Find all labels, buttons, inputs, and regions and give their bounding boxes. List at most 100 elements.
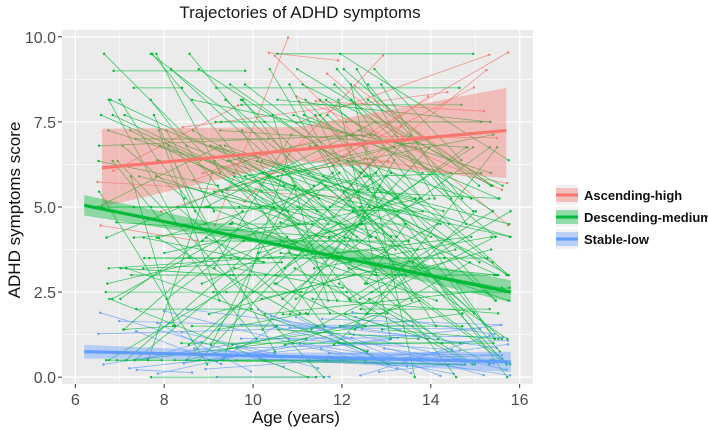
trajectory-point bbox=[506, 337, 509, 341]
trajectory-point bbox=[328, 375, 331, 379]
trajectory-line bbox=[274, 55, 368, 148]
trajectory-point bbox=[129, 129, 132, 132]
trajectory-point bbox=[333, 83, 336, 86]
trajectory-point bbox=[435, 299, 438, 302]
trajectory-point bbox=[447, 363, 450, 366]
legend-label-descending-medium: Descending-medium bbox=[584, 210, 708, 225]
trajectory-line bbox=[284, 300, 420, 346]
trajectory-line bbox=[348, 160, 508, 378]
trajectory-line bbox=[108, 99, 178, 225]
trajectory-point bbox=[107, 358, 111, 362]
x-tick-label: 14 bbox=[422, 392, 440, 409]
trajectory-point bbox=[326, 299, 330, 302]
trajectory-point bbox=[294, 297, 298, 301]
trajectory-point bbox=[500, 286, 504, 290]
trajectory-point bbox=[260, 190, 263, 193]
trajectory-point bbox=[357, 129, 360, 132]
trajectory-point bbox=[314, 375, 318, 379]
trajectory-point bbox=[465, 222, 468, 226]
y-tick-label: 5.0 bbox=[34, 200, 56, 217]
trajectory-line bbox=[229, 340, 508, 349]
trajectory-point bbox=[410, 299, 413, 302]
trajectory-line bbox=[278, 329, 419, 340]
trajectory-line bbox=[152, 53, 368, 314]
trajectory-point bbox=[239, 337, 243, 340]
trajectory-line bbox=[158, 130, 220, 301]
trajectory-point bbox=[319, 347, 323, 351]
trajectory-point bbox=[327, 222, 330, 226]
trajectory-line bbox=[358, 191, 500, 199]
trajectory-point bbox=[338, 171, 341, 175]
trajectory-line bbox=[297, 68, 492, 187]
trajectory-point bbox=[183, 197, 186, 200]
trajectory-point bbox=[231, 343, 234, 347]
trajectory-point bbox=[219, 144, 222, 147]
trajectory-point bbox=[351, 310, 354, 314]
trajectory-point bbox=[237, 104, 240, 107]
trajectory-line bbox=[289, 252, 437, 301]
x-axis-label: Age (years) bbox=[252, 408, 340, 427]
trajectory-point bbox=[369, 235, 372, 238]
trajectory-point bbox=[343, 236, 346, 239]
trajectory-point bbox=[109, 98, 112, 101]
trajectory-line bbox=[348, 210, 493, 300]
trajectory-line bbox=[303, 114, 499, 199]
trajectory-line bbox=[268, 175, 499, 276]
legend: Ascending-high Descending-medium Stable-lo… bbox=[556, 185, 708, 249]
trajectory-point bbox=[292, 113, 295, 117]
trajectory-point bbox=[277, 328, 280, 331]
trajectory-point bbox=[468, 261, 471, 264]
trajectory-line bbox=[333, 210, 477, 346]
trajectory-line bbox=[274, 283, 366, 327]
trajectory-point bbox=[347, 297, 351, 301]
trajectory-point bbox=[493, 273, 496, 277]
trajectory-line bbox=[262, 147, 430, 330]
trajectory-point bbox=[323, 324, 326, 328]
trajectory-point bbox=[240, 129, 244, 132]
trajectory-line bbox=[305, 99, 497, 301]
trajectory-line bbox=[309, 145, 472, 199]
trajectory-line bbox=[365, 147, 498, 315]
trajectory-point bbox=[135, 307, 138, 311]
trajectory-point bbox=[499, 323, 503, 327]
legend-label-ascending-high: Ascending-high bbox=[584, 188, 682, 203]
trajectory-line bbox=[159, 160, 206, 225]
trajectory-point bbox=[226, 159, 229, 163]
trajectory-point bbox=[191, 129, 195, 132]
trajectory-point bbox=[158, 144, 162, 147]
trajectory-line bbox=[322, 176, 510, 276]
trajectory-point bbox=[471, 52, 475, 56]
trajectory-line bbox=[264, 359, 466, 365]
trajectory-point bbox=[241, 210, 244, 213]
trajectory-point bbox=[195, 239, 199, 242]
trajectory-point bbox=[288, 326, 291, 329]
trajectory-point bbox=[460, 158, 463, 162]
trajectory-point bbox=[507, 158, 510, 162]
trajectory-point bbox=[454, 375, 458, 379]
trajectory-point bbox=[342, 67, 346, 71]
trajectory-point bbox=[294, 315, 298, 319]
trajectory-point bbox=[327, 236, 331, 239]
trajectory-point bbox=[296, 205, 299, 209]
trajectory-point bbox=[314, 100, 317, 103]
trajectory-point bbox=[363, 282, 367, 285]
x-tick-label: 10 bbox=[244, 392, 262, 409]
trajectory-point bbox=[414, 146, 418, 149]
trajectory-point bbox=[111, 159, 114, 163]
trajectory-line bbox=[240, 99, 503, 340]
trajectory-point bbox=[508, 286, 511, 290]
trajectory-point bbox=[293, 184, 297, 187]
trajectory-point bbox=[414, 197, 417, 200]
trajectory-line bbox=[344, 237, 418, 250]
trajectory-point bbox=[404, 222, 407, 226]
ci-ribbon-ascending-high bbox=[102, 87, 507, 207]
trajectory-point bbox=[473, 363, 477, 366]
trajectory-point bbox=[228, 83, 232, 86]
trajectory-point bbox=[355, 239, 359, 243]
trajectory-point bbox=[461, 312, 464, 315]
trajectory-point bbox=[204, 367, 207, 371]
trajectory-line bbox=[174, 359, 449, 365]
trajectory-point bbox=[434, 324, 438, 328]
trajectory-point bbox=[108, 297, 111, 301]
trajectory-point bbox=[488, 363, 491, 366]
